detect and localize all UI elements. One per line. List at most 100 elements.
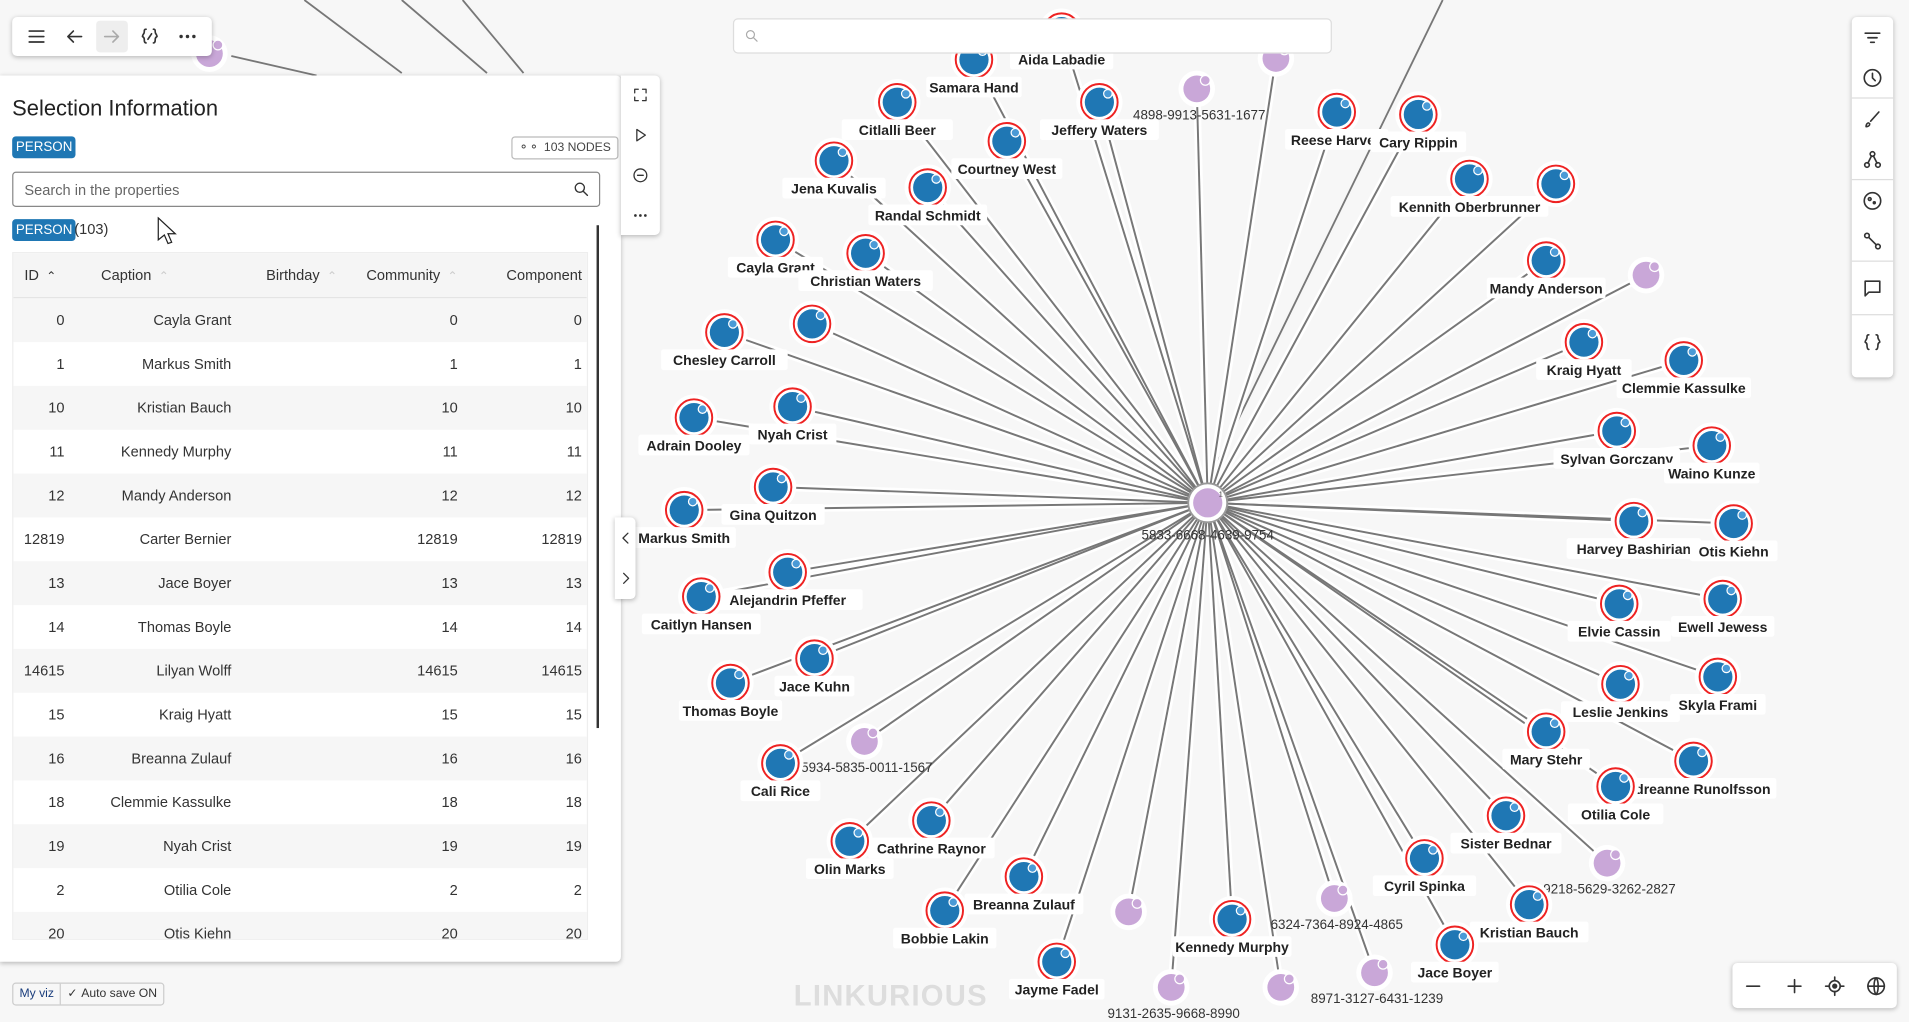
person-node[interactable]: Citlalli Beer [841,79,953,141]
edge[interactable] [1207,430,1617,504]
phone-node[interactable]: 8971-3127-6431-1239 [1311,954,1443,1006]
arrow-right-icon[interactable] [96,20,128,53]
phone-node[interactable]: 4898-9913-5631-1677 [1133,70,1265,123]
graph-search[interactable] [732,18,1332,54]
my-viz-button[interactable]: My viz [13,983,62,1005]
edge[interactable] [930,502,1209,822]
edge[interactable] [1206,113,1420,504]
person-node[interactable]: Nyah Crist [748,383,837,445]
person-node[interactable]: Olin Marks [805,818,894,880]
table-scrollbar[interactable] [596,225,599,729]
zoom-out-icon[interactable] [1742,975,1764,997]
zoom-in-icon[interactable] [1783,975,1805,997]
person-node[interactable]: Chesley Carroll [661,309,788,371]
shortest-path-icon[interactable] [1852,220,1893,260]
person-node[interactable] [1532,160,1580,207]
graph-design-icon[interactable] [1852,139,1893,179]
edge[interactable] [1206,502,1336,899]
nodes-count-button[interactable]: ⚬⚬ 103 NODES [511,136,619,160]
properties-search-input[interactable] [21,179,573,200]
properties-search[interactable] [12,171,601,207]
edge[interactable] [926,186,1209,504]
chevron-right-icon[interactable] [617,570,634,587]
person-node[interactable]: Jayme Fadel [1009,938,1105,1000]
person-node[interactable]: Thomas Boyle [678,659,783,721]
person-node[interactable]: Sylvan Gorczany [1553,407,1681,469]
person-node[interactable]: Cyril Spinka [1372,835,1477,897]
edge[interactable] [1127,502,1209,913]
edge[interactable] [1206,502,1426,859]
edge[interactable] [231,55,317,77]
person-node[interactable]: Audreanne Runolfsson [1610,737,1777,799]
table-row[interactable]: 16 Breanna Zulauf 16 16 [13,736,587,781]
edge[interactable] [1207,501,1723,600]
person-node[interactable]: Leslie Jenkins [1561,661,1680,722]
phone-node[interactable]: 5934-5835-0011-1567 [801,723,933,775]
person-node[interactable]: Kennith Oberbrunner [1390,155,1549,217]
person-node[interactable]: Kristian Bauch [1469,881,1589,943]
person-node[interactable]: Jena Kuvalis [782,137,886,199]
phone-node[interactable] [1110,893,1147,931]
search-icon[interactable] [572,180,590,198]
edge[interactable] [787,501,1208,574]
person-node[interactable]: Clemmie Kassulke [1616,337,1751,399]
person-node[interactable]: Jeffery Waters [1039,79,1159,141]
fullscreen-icon[interactable] [632,87,649,104]
table-row[interactable]: 14615 Lilyan Wolff 14615 14615 [13,648,587,693]
more-icon[interactable] [172,21,204,53]
person-node[interactable]: Elvie Cassin [1567,580,1671,642]
edge[interactable] [1207,359,1685,504]
edge[interactable] [773,486,1208,504]
braces-icon[interactable] [1852,315,1893,367]
person-node[interactable]: Gina Quitzon [721,463,825,525]
locate-icon[interactable] [1824,975,1846,997]
filter-icon[interactable] [1852,17,1893,57]
person-node[interactable]: Kennedy Murphy [1172,896,1292,957]
table-row[interactable]: 14 Thomas Boyle 14 14 [13,605,586,649]
person-node[interactable]: Cary Rippin [1370,91,1467,153]
col-id[interactable]: ID ⌃ [24,266,57,284]
person-node[interactable]: Bobbie Lakin [893,887,997,949]
edge[interactable] [401,0,488,74]
phone-node[interactable]: 6324-7364-8924-4865 [1271,880,1403,932]
edge[interactable] [1207,274,1647,504]
table-row[interactable]: 11 Kennedy Murphy 11 11 [13,430,586,474]
edge[interactable] [863,502,1209,743]
phone-node[interactable]: 9218-5629-3262-2827 [1543,844,1676,897]
table-row[interactable]: 18 Clemmie Kassulke 18 18 [13,780,586,824]
phone-node[interactable] [1262,969,1300,1006]
edge[interactable] [1005,140,1209,504]
edge[interactable] [1207,259,1547,504]
edge[interactable] [461,0,525,74]
table-row[interactable]: 15 Kraig Hyatt 15 15 [13,693,586,737]
person-node[interactable]: Harvey Bashirian [1566,497,1702,559]
table-row[interactable]: 13 Jace Boyer 13 13 [13,561,587,606]
person-node[interactable]: Cayla Grant [727,216,824,278]
brush-icon[interactable] [1852,99,1893,139]
menu-icon[interactable] [20,21,52,53]
col-caption[interactable]: Caption ⌃ [101,266,169,284]
person-node[interactable]: Mary Stehr [1502,708,1591,770]
arrow-left-icon[interactable] [58,21,90,53]
chevron-left-icon[interactable] [617,529,634,546]
edge[interactable] [1206,111,1338,504]
person-node[interactable]: Adrain Dooley [638,394,750,456]
person-node[interactable]: Alejandrin Pfeffer [712,549,863,610]
edge[interactable] [1206,502,1282,988]
person-node[interactable]: Ewell Jewess [1671,575,1775,637]
person-node[interactable]: Mandy Anderson [1486,237,1606,299]
comment-icon[interactable] [1852,262,1893,314]
edge[interactable] [1204,0,1444,488]
edge[interactable] [1207,183,1557,504]
person-node[interactable]: Markus Smith [632,486,736,548]
col-community[interactable]: Community ⌃ [366,266,458,284]
table-row[interactable]: 10 Kristian Bauch 10 10 [13,385,587,430]
phone-node[interactable]: 9131-2635-9668-8990 [1107,969,1240,1021]
table-row[interactable]: 12 Mandy Anderson 12 12 [13,473,587,518]
table-row[interactable]: 12819 Carter Bernier 12819 12819 [13,517,586,561]
edge[interactable] [865,252,1209,504]
table-row[interactable]: 2 Otilia Cole 2 2 [13,868,586,912]
person-node[interactable]: Otis Kiehn [1689,500,1778,562]
edge[interactable] [792,405,1208,504]
edge[interactable] [1206,58,1277,503]
